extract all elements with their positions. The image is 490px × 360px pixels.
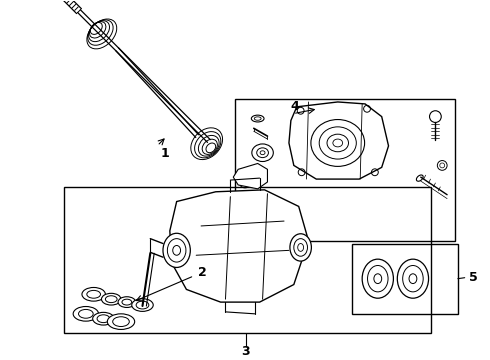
Bar xyxy=(352,243,458,314)
Ellipse shape xyxy=(362,259,393,298)
Ellipse shape xyxy=(101,293,121,305)
Text: 4: 4 xyxy=(291,100,299,113)
Ellipse shape xyxy=(251,115,264,122)
Circle shape xyxy=(438,161,447,170)
Ellipse shape xyxy=(118,297,136,307)
Ellipse shape xyxy=(252,144,273,162)
Polygon shape xyxy=(170,190,309,302)
Ellipse shape xyxy=(290,234,311,261)
Ellipse shape xyxy=(82,288,105,301)
Polygon shape xyxy=(233,163,268,189)
Polygon shape xyxy=(289,102,389,179)
Text: 3: 3 xyxy=(242,345,250,359)
Ellipse shape xyxy=(93,312,114,325)
Bar xyxy=(64,187,431,333)
Text: 2: 2 xyxy=(197,266,206,279)
Text: 1: 1 xyxy=(161,147,170,160)
Ellipse shape xyxy=(311,120,365,166)
Ellipse shape xyxy=(73,306,98,321)
Bar xyxy=(235,99,455,240)
Ellipse shape xyxy=(397,259,429,298)
Ellipse shape xyxy=(163,233,190,267)
Ellipse shape xyxy=(107,314,135,329)
Text: 5: 5 xyxy=(468,271,477,284)
Ellipse shape xyxy=(132,299,153,311)
Ellipse shape xyxy=(416,175,423,181)
Circle shape xyxy=(430,111,441,122)
